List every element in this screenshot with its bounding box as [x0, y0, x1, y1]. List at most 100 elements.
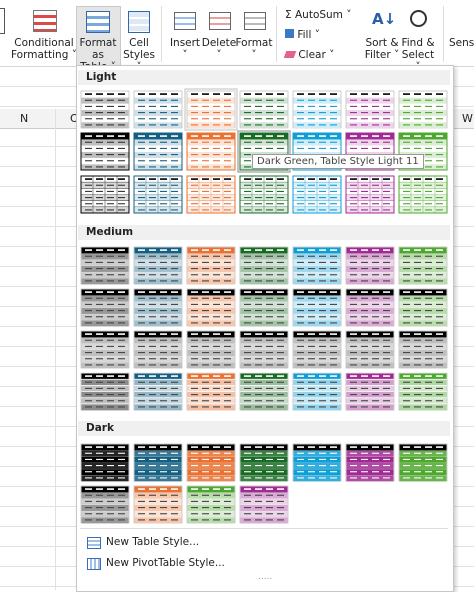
table-row: [293, 301, 341, 308]
table-row: [187, 469, 235, 476]
table-row: [240, 398, 288, 405]
button[interactable]: Sensiti: [449, 37, 474, 49]
menu-item[interactable]: New Table Style...: [106, 536, 200, 548]
table-border: [239, 175, 289, 214]
table-row: [187, 158, 235, 165]
table-row: [187, 450, 235, 457]
table-row: [293, 272, 341, 279]
table-row: [240, 356, 288, 363]
table-row: [399, 398, 447, 405]
table-row: [240, 456, 288, 463]
table-row: [240, 444, 288, 451]
table-row: [399, 308, 447, 314]
table-row: [399, 362, 447, 369]
table-row: [81, 331, 129, 338]
table-row: [134, 320, 182, 327]
table-border: [239, 132, 289, 171]
label: Select: [401, 49, 435, 61]
table-row: [81, 379, 129, 386]
table-row: [240, 133, 288, 140]
label: Delete: [201, 37, 237, 49]
table-row: [346, 350, 394, 356]
table-row: [187, 350, 235, 356]
table-row: [399, 463, 447, 469]
table-row: [240, 379, 288, 386]
table-row: [399, 469, 447, 476]
table-row: [134, 350, 182, 356]
table-row: [81, 456, 129, 463]
table-row: [399, 373, 447, 380]
table-row: [134, 498, 182, 505]
table-row: [134, 379, 182, 386]
icon: [209, 12, 231, 30]
table-row: [187, 308, 235, 314]
label: AutoSum: [294, 9, 343, 21]
table-row: [240, 486, 288, 493]
label: Find &: [401, 37, 435, 49]
table-row: [399, 320, 447, 327]
button[interactable]: Clear ˅: [283, 49, 334, 61]
table-row: [399, 259, 447, 266]
table-row: [399, 103, 447, 110]
table-row: [346, 379, 394, 386]
table-row: [346, 463, 394, 469]
table-row: [187, 362, 235, 369]
button[interactable]: Fill ˅: [285, 29, 320, 41]
button[interactable]: Sort & Filter ˅: [362, 37, 402, 61]
table-row: [81, 247, 129, 254]
table-row: [134, 337, 182, 344]
button[interactable]: Format ˅: [235, 37, 273, 61]
button[interactable]: Conditional Formatting ˅: [11, 37, 77, 61]
table-row: [346, 295, 394, 302]
table-row: [399, 91, 447, 98]
table-row: [399, 475, 447, 482]
table-row: [81, 139, 129, 146]
table-row: [399, 133, 447, 140]
table-row: [134, 505, 182, 511]
table-row: [187, 492, 235, 499]
table-row: [293, 314, 341, 321]
table-row: [134, 116, 182, 123]
table-row: [240, 301, 288, 308]
menu-item[interactable]: New PivotTable Style...: [106, 557, 225, 569]
style-grid: [80, 88, 448, 524]
table-row: [293, 103, 341, 110]
table-row: [81, 350, 129, 356]
table-row: [293, 133, 341, 140]
table-row: [187, 103, 235, 110]
button[interactable]: Delete ˅: [201, 37, 237, 61]
table-row: [240, 498, 288, 505]
table-border: [80, 175, 130, 214]
table-border: [186, 175, 236, 214]
table-row: [240, 511, 288, 518]
label: Format as: [79, 37, 117, 61]
tooltip: Dark Green, Table Style Light 11: [252, 154, 424, 169]
table-row: [346, 331, 394, 338]
table-row: [240, 295, 288, 302]
table-row: [346, 91, 394, 98]
table-row: [399, 247, 447, 254]
hover: [237, 130, 291, 173]
table-row: [240, 97, 288, 104]
label: Clear: [298, 49, 326, 61]
table-row: [240, 278, 288, 285]
table-row: [134, 110, 182, 116]
table-row: [399, 392, 447, 398]
button[interactable]: Σ AutoSum ˅: [285, 9, 352, 21]
table-row: [187, 164, 235, 171]
separator: [161, 6, 162, 62]
label: Sensiti: [449, 37, 474, 49]
table-row: [346, 475, 394, 482]
table-border: [133, 175, 183, 214]
table-row: [81, 116, 129, 123]
table-row: [240, 308, 288, 314]
table-row: [81, 337, 129, 344]
button[interactable]: Insert ˅: [166, 37, 204, 61]
table-row: [346, 266, 394, 272]
table-row: [399, 331, 447, 338]
table-row: [187, 486, 235, 493]
table-row: [134, 139, 182, 146]
table-row: [187, 404, 235, 411]
table-row: [346, 145, 394, 152]
